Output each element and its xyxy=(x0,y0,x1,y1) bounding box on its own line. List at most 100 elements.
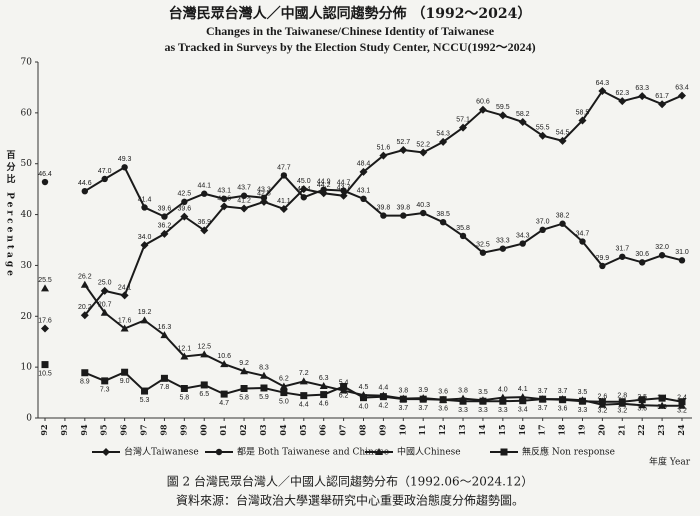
data-label: 46.4 xyxy=(38,171,52,178)
data-point xyxy=(419,395,427,403)
data-point xyxy=(220,390,228,398)
data-point xyxy=(479,249,487,256)
data-point xyxy=(678,401,686,409)
data-point xyxy=(220,360,229,368)
y-tick-label: 30 xyxy=(21,261,33,271)
data-label: 17.6 xyxy=(118,317,132,324)
data-point xyxy=(120,324,129,332)
data-point xyxy=(240,192,248,199)
data-point xyxy=(160,331,169,339)
x-axis-label: 年度 Year xyxy=(649,456,691,468)
data-label: 3.8 xyxy=(458,388,468,395)
data-label: 3.6 xyxy=(558,406,568,413)
data-label: 4.4 xyxy=(299,401,309,408)
data-label: 38.5 xyxy=(436,211,450,218)
data-point xyxy=(320,391,328,399)
data-label: 37.0 xyxy=(536,219,550,226)
data-label: 3.9 xyxy=(657,404,667,411)
data-label: 4.0 xyxy=(498,387,508,394)
data-label: 3.3 xyxy=(578,407,588,414)
y-tick-label: 40 xyxy=(21,210,33,220)
data-label: 29.9 xyxy=(596,255,610,262)
data-label: 32.0 xyxy=(655,244,669,251)
data-point xyxy=(499,245,507,252)
x-tick-label: 05 xyxy=(298,424,308,435)
data-label: 9.2 xyxy=(239,360,249,367)
data-point xyxy=(658,100,667,109)
data-point xyxy=(180,212,189,221)
data-label: 43.1 xyxy=(357,188,371,195)
data-label: 4.4 xyxy=(379,384,389,391)
data-point xyxy=(538,131,547,140)
x-tick-label: 11 xyxy=(417,424,427,435)
data-label: 44.9 xyxy=(317,178,331,185)
data-label: 58.5 xyxy=(576,109,590,116)
x-tick-label: 12 xyxy=(437,424,447,435)
x-tick-label: 23 xyxy=(656,424,666,436)
data-point xyxy=(279,204,288,213)
data-point xyxy=(578,116,587,125)
data-point xyxy=(339,191,348,200)
data-point xyxy=(240,367,249,375)
data-label: 6.3 xyxy=(319,375,329,382)
data-point xyxy=(141,204,148,211)
data-point xyxy=(181,198,188,206)
data-point xyxy=(420,209,427,217)
data-label: 44.1 xyxy=(197,183,211,190)
data-point xyxy=(81,369,89,377)
x-tick-label: 22 xyxy=(636,424,646,435)
data-label: 39.6 xyxy=(158,205,172,212)
data-point xyxy=(459,397,467,405)
data-point xyxy=(200,381,208,389)
data-point xyxy=(320,186,327,193)
data-point xyxy=(339,386,348,394)
y-tick-label: 50 xyxy=(21,159,33,169)
data-point xyxy=(80,311,89,320)
data-label: 60.6 xyxy=(476,99,490,106)
data-label: 59.5 xyxy=(496,104,510,111)
data-label: 7.3 xyxy=(100,387,110,394)
data-point xyxy=(160,374,168,382)
data-label: 41.2 xyxy=(237,197,251,204)
data-label: 43.7 xyxy=(237,185,251,192)
data-point xyxy=(638,92,647,101)
legend-marker xyxy=(500,448,508,456)
data-label: 4.7 xyxy=(219,400,229,407)
data-point xyxy=(380,212,387,219)
data-point xyxy=(559,396,567,404)
data-point xyxy=(559,220,566,227)
data-label: 7.2 xyxy=(299,370,309,377)
data-point xyxy=(638,401,647,409)
data-point xyxy=(120,291,129,300)
data-point xyxy=(519,397,527,405)
data-point xyxy=(399,145,408,154)
data-point xyxy=(539,226,546,234)
data-point xyxy=(558,136,567,145)
data-point xyxy=(220,202,229,211)
data-label: 34.0 xyxy=(138,234,152,241)
data-label: 4.5 xyxy=(359,384,369,391)
x-tick-label: 04 xyxy=(278,424,288,436)
data-label: 24.1 xyxy=(118,284,132,291)
data-point xyxy=(121,164,128,171)
y-tick-label: 70 xyxy=(21,58,33,68)
data-label: 32.5 xyxy=(476,242,490,249)
data-point xyxy=(80,280,89,288)
data-label: 36.9 xyxy=(197,219,211,226)
data-label: 3.5 xyxy=(578,389,588,396)
data-point xyxy=(478,105,487,114)
data-label: 4.1 xyxy=(518,386,528,393)
data-point xyxy=(200,350,209,358)
data-point xyxy=(141,387,149,395)
data-label: 31.0 xyxy=(675,249,689,256)
data-point xyxy=(379,393,387,401)
data-label: 34.3 xyxy=(516,232,530,239)
chart-subtitle: as Tracked in Surveys by the Election St… xyxy=(164,40,535,54)
y-tick-label: 20 xyxy=(21,312,33,322)
x-tick-label: 96 xyxy=(119,424,129,436)
data-label: 52.7 xyxy=(397,139,411,146)
data-point xyxy=(259,371,268,379)
x-tick-label: 07 xyxy=(338,424,348,435)
data-label: 3.2 xyxy=(677,408,687,415)
data-point xyxy=(41,284,49,292)
